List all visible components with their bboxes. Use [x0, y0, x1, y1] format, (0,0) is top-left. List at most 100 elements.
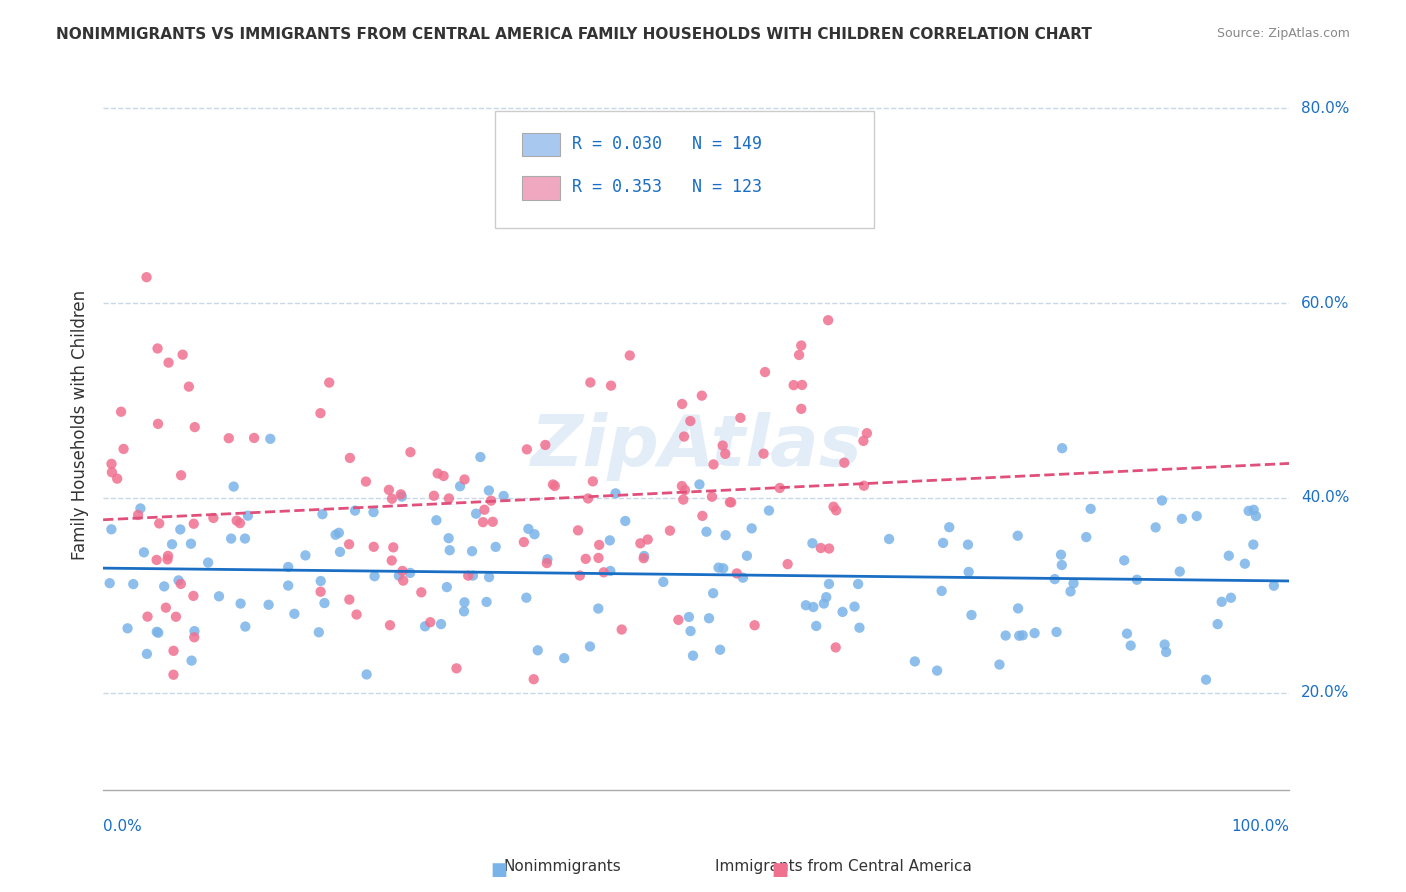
Point — [776, 557, 799, 571]
Point — [599, 564, 621, 578]
Text: 100.0%: 100.0% — [1232, 819, 1289, 834]
Point — [1243, 503, 1265, 517]
Point — [157, 356, 180, 370]
Point — [388, 568, 411, 582]
Point — [153, 579, 176, 593]
Point — [758, 503, 780, 517]
Point — [208, 589, 231, 603]
Point — [354, 475, 377, 489]
Point — [110, 405, 132, 419]
Point — [790, 378, 813, 392]
Point — [877, 532, 900, 546]
Point — [233, 619, 256, 633]
Point — [328, 525, 350, 540]
Point — [105, 472, 128, 486]
Text: Immigrants from Central America: Immigrants from Central America — [716, 859, 972, 874]
Point — [741, 521, 763, 535]
Point — [673, 429, 696, 443]
Point — [183, 516, 205, 531]
Point — [652, 574, 675, 589]
Point — [389, 487, 412, 501]
Point — [180, 654, 202, 668]
Point — [129, 501, 152, 516]
Point — [576, 491, 599, 506]
Point — [619, 349, 641, 363]
Point — [100, 457, 122, 471]
Point — [1080, 501, 1102, 516]
Point — [568, 568, 591, 582]
Point — [588, 601, 610, 615]
Point — [711, 561, 734, 575]
Point — [202, 511, 225, 525]
Point — [582, 475, 605, 489]
Point — [579, 640, 602, 654]
Point — [1206, 617, 1229, 632]
Point — [782, 378, 804, 392]
Point — [790, 338, 813, 352]
Point — [101, 465, 124, 479]
Point — [513, 535, 536, 549]
Point — [709, 642, 731, 657]
Point — [832, 456, 855, 470]
Point — [465, 507, 488, 521]
Point — [145, 553, 167, 567]
Point — [534, 438, 557, 452]
Point — [790, 401, 813, 416]
Point — [1150, 493, 1173, 508]
Point — [752, 447, 775, 461]
Point — [818, 541, 841, 556]
Point — [1024, 626, 1046, 640]
Point — [117, 621, 139, 635]
Point — [183, 630, 205, 644]
Point — [671, 479, 693, 493]
Point — [485, 540, 508, 554]
Point — [731, 571, 754, 585]
Point — [1263, 579, 1285, 593]
Point — [813, 597, 835, 611]
Point — [399, 445, 422, 459]
Point — [294, 549, 316, 563]
Point — [536, 552, 558, 566]
Point — [222, 479, 245, 493]
Point — [399, 566, 422, 580]
Point — [720, 495, 742, 509]
Point — [700, 490, 723, 504]
Point — [605, 486, 627, 500]
Point — [243, 431, 266, 445]
Point — [553, 651, 575, 665]
Point — [1171, 512, 1194, 526]
Point — [162, 667, 184, 681]
Point — [135, 647, 157, 661]
Point — [679, 624, 702, 638]
Point — [714, 447, 737, 461]
Point — [346, 607, 368, 622]
Point — [225, 514, 247, 528]
Point — [229, 516, 252, 530]
Point — [1168, 565, 1191, 579]
Point — [592, 566, 614, 580]
Point — [146, 624, 169, 639]
Point — [515, 591, 537, 605]
Point — [848, 621, 870, 635]
Point — [1063, 576, 1085, 591]
Point — [718, 495, 741, 509]
Point — [730, 410, 752, 425]
Text: 0.0%: 0.0% — [103, 819, 142, 834]
Point — [633, 549, 655, 563]
Point — [1218, 549, 1240, 563]
Point — [391, 490, 413, 504]
Point — [277, 578, 299, 592]
Text: Nonimmigrants: Nonimmigrants — [503, 859, 621, 874]
Point — [308, 625, 330, 640]
Point — [671, 397, 693, 411]
Point — [658, 524, 681, 538]
Point — [1050, 558, 1073, 572]
Point — [177, 379, 200, 393]
Point — [413, 619, 436, 633]
Point — [337, 592, 360, 607]
Point — [787, 348, 810, 362]
Point — [426, 467, 449, 481]
Point — [817, 313, 839, 327]
Point — [688, 477, 710, 491]
Point — [481, 515, 503, 529]
